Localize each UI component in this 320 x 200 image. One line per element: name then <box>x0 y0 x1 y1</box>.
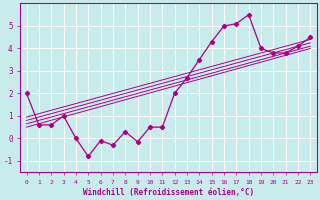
X-axis label: Windchill (Refroidissement éolien,°C): Windchill (Refroidissement éolien,°C) <box>83 188 254 197</box>
